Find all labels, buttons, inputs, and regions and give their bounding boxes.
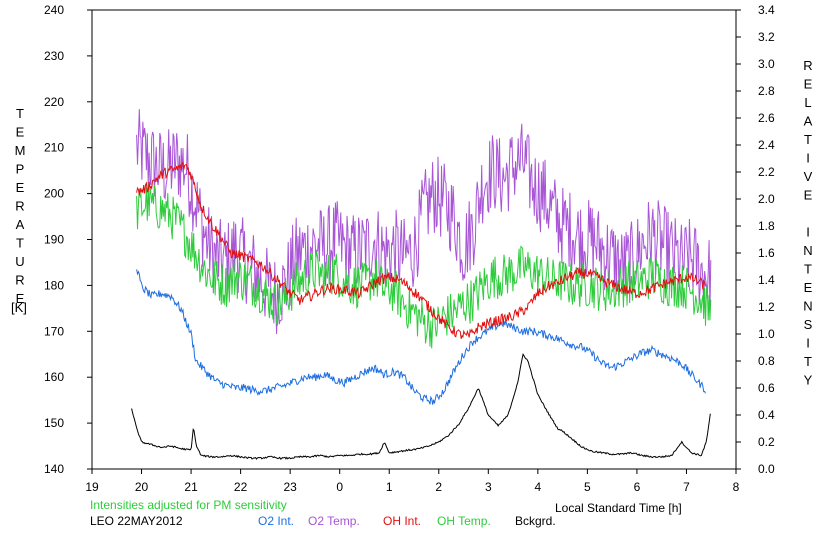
legend-item: O2 Int. xyxy=(258,514,294,528)
x-tick-label: 23 xyxy=(283,480,297,494)
y-left-label-char: E xyxy=(16,125,25,140)
y-right-tick-label: 0.4 xyxy=(758,408,775,422)
y-right-label-char: E xyxy=(804,280,813,295)
x-tick-label: 3 xyxy=(485,480,492,494)
y-left-label-char: M xyxy=(15,143,26,158)
y-left-tick-label: 240 xyxy=(44,3,64,17)
y-right-tick-label: 3.4 xyxy=(758,3,775,17)
legend: O2 Int. O2 Temp. OH Int. OH Temp. Bckgrd. xyxy=(258,514,556,528)
y-right-tick-label: 0.6 xyxy=(758,381,775,395)
y-right-label-char: S xyxy=(804,317,813,332)
x-tick-label: 21 xyxy=(184,480,198,494)
y-right-tick-label: 0.2 xyxy=(758,435,775,449)
y-right-tick-label: 0.0 xyxy=(758,462,775,476)
y-axis-left-unit: [K] xyxy=(11,300,27,315)
y-left-tick-label: 150 xyxy=(44,416,64,430)
y-left-tick-label: 160 xyxy=(44,370,64,384)
series-oh-int xyxy=(136,161,706,339)
series-o2-temp xyxy=(136,109,712,335)
x-tick-label: 8 xyxy=(733,480,740,494)
y-right-tick-label: 1.6 xyxy=(758,246,775,260)
x-tick-label: 1 xyxy=(386,480,393,494)
y-right-tick-label: 0.8 xyxy=(758,354,775,368)
x-tick-label: 2 xyxy=(435,480,442,494)
y-left-label-char: A xyxy=(16,217,25,232)
y-right-label-char: T xyxy=(804,262,812,277)
x-tick-label: 4 xyxy=(535,480,542,494)
y-right-tick-label: 1.2 xyxy=(758,300,775,314)
y-right-label-char: I xyxy=(806,225,810,240)
y-right-label-char: N xyxy=(803,243,812,258)
y-axis-left: 140 150 160 170 180 190 200 210 220 230 240 xyxy=(44,3,92,476)
y-left-label-char: E xyxy=(16,180,25,195)
legend-item: Bckgrd. xyxy=(515,514,556,528)
y-left-label-char: P xyxy=(16,162,25,177)
y-right-label-char: E xyxy=(804,77,813,92)
y-right-tick-label: 2.8 xyxy=(758,84,775,98)
x-tick-label: 6 xyxy=(634,480,641,494)
y-right-label-char: A xyxy=(804,114,813,129)
y-right-label-char: R xyxy=(803,58,812,73)
series-o2-int xyxy=(136,269,706,405)
y-right-label-char: N xyxy=(803,299,812,314)
y-right-tick-label: 3.0 xyxy=(758,57,775,71)
y-right-tick-label: 1.4 xyxy=(758,273,775,287)
y-right-label-char: I xyxy=(806,151,810,166)
x-tick-label: 5 xyxy=(584,480,591,494)
series-oh-temp xyxy=(136,184,712,349)
y-left-label-char: U xyxy=(15,254,24,269)
y-left-tick-label: 230 xyxy=(44,49,64,63)
y-right-tick-label: 3.2 xyxy=(758,30,775,44)
y-left-tick-label: 170 xyxy=(44,324,64,338)
y-left-tick-label: 200 xyxy=(44,187,64,201)
y-left-tick-label: 180 xyxy=(44,278,64,292)
y-right-label-char: E xyxy=(804,188,813,203)
y-left-label-char: E xyxy=(16,291,25,306)
y-right-label-char: L xyxy=(804,95,811,110)
y-left-label-char: T xyxy=(16,106,24,121)
y-right-label-char: T xyxy=(804,354,812,369)
site-date-label: LEO 22MAY2012 xyxy=(90,514,183,528)
x-axis: 19 20 21 22 23 0 1 2 3 4 5 6 7 8 xyxy=(85,469,740,494)
y-right-tick-label: 2.2 xyxy=(758,165,775,179)
y-right-tick-label: 1.0 xyxy=(758,327,775,341)
x-tick-label: 0 xyxy=(336,480,343,494)
x-tick-label: 20 xyxy=(135,480,149,494)
legend-item: OH Temp. xyxy=(437,514,491,528)
y-right-label-char: Y xyxy=(804,373,813,388)
y-left-tick-label: 190 xyxy=(44,233,64,247)
y-axis-right: 0.0 0.2 0.4 0.6 0.8 1.0 1.2 1.4 1.6 1.8 2.0 2.2 2.4 2… xyxy=(736,3,775,476)
y-right-tick-label: 2.6 xyxy=(758,111,775,125)
y-left-label-char: R xyxy=(15,273,24,288)
x-tick-label: 7 xyxy=(683,480,690,494)
legend-item: OH Int. xyxy=(383,514,421,528)
series-layer xyxy=(131,109,712,460)
y-left-tick-label: 210 xyxy=(44,141,64,155)
y-right-tick-label: 1.8 xyxy=(758,219,775,233)
y-right-label-char: V xyxy=(804,169,813,184)
y-right-label-char: I xyxy=(806,336,810,351)
x-tick-label: 19 xyxy=(85,480,99,494)
legend-item: O2 Temp. xyxy=(308,514,360,528)
y-left-tick-label: 140 xyxy=(44,462,64,476)
annotation-note: Intensities adjusted for PM sensitivity xyxy=(90,498,287,512)
series-bckgrd xyxy=(131,353,711,460)
y-right-label-char: T xyxy=(804,132,812,147)
y-left-label-char: T xyxy=(16,236,24,251)
y-right-tick-label: 2.4 xyxy=(758,138,775,152)
y-left-label-char: R xyxy=(15,199,24,214)
y-right-tick-label: 2.0 xyxy=(758,192,775,206)
x-tick-label: 22 xyxy=(234,480,248,494)
y-left-tick-label: 220 xyxy=(44,95,64,109)
x-axis-label: Local Standard Time [h] xyxy=(555,501,682,515)
